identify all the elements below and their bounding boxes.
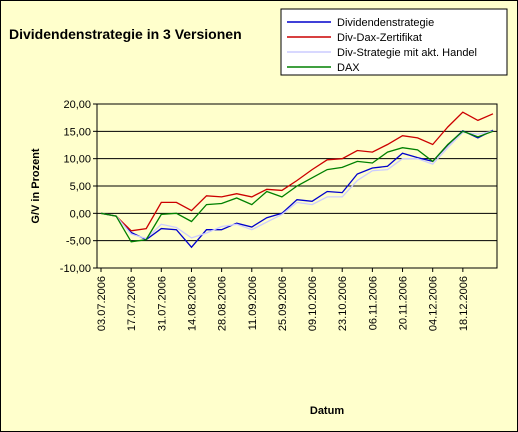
y-tick-label: -5,00	[66, 236, 91, 248]
x-tick-label: 04.12.2006	[428, 276, 440, 331]
x-tick-label: 25.09.2006	[277, 276, 289, 331]
series-lines	[100, 111, 494, 249]
y-tick-label: 0,00	[70, 208, 91, 220]
x-tick-label: 20.11.2006	[398, 276, 410, 330]
y-axis-label: G/V in Prozent	[30, 148, 42, 224]
chart-title: Dividendenstrategie in 3 Versionen	[9, 26, 242, 42]
x-tick-label: 31.07.2006	[156, 276, 168, 331]
y-tick-label: -10,00	[60, 263, 91, 275]
x-axis-ticks: 03.07.2006 17.07.2006 31.07.2006 14.08.2006…	[96, 268, 470, 331]
x-axis-label: Datum	[310, 405, 344, 417]
y-tick-label: 20,00	[63, 99, 91, 111]
x-tick-label: 09.10.2006	[307, 276, 319, 331]
legend-box	[280, 8, 508, 76]
x-tick-label: 17.07.2006	[126, 276, 138, 331]
x-tick-label: 06.11.2006	[367, 276, 379, 330]
x-tick-label: 11.09.2006	[247, 276, 259, 330]
x-tick-label: 18.12.2006	[458, 276, 470, 331]
legend-label: Div-Strategie mit akt. Handel	[337, 47, 477, 59]
series-line-div-strategie-mit-akt-handel	[100, 130, 494, 240]
legend-label: Div-Dax-Zertifikat	[337, 32, 422, 44]
legend-label: Dividendenstrategie	[337, 17, 434, 29]
x-tick-label: 14.08.2006	[186, 276, 198, 331]
y-axis-ticks: -10,00 -5,00 0,00 5,00 10,00 15,00 20,00	[60, 99, 97, 275]
x-tick-label: 28.08.2006	[217, 276, 229, 331]
y-tick-label: 5,00	[70, 181, 91, 193]
y-tick-label: 15,00	[63, 126, 91, 138]
y-tick-label: 10,00	[63, 154, 91, 166]
series-line-div-dax-zertifikat	[100, 111, 494, 232]
series-line-dividendenstrategie	[100, 129, 494, 249]
series-line-dax	[100, 130, 494, 243]
x-tick-label: 03.07.2006	[96, 276, 108, 331]
legend-label: DAX	[337, 62, 360, 74]
legend: Dividendenstrategie Div-Dax-Zertifikat Div…	[280, 8, 508, 76]
x-tick-label: 23.10.2006	[337, 276, 349, 331]
